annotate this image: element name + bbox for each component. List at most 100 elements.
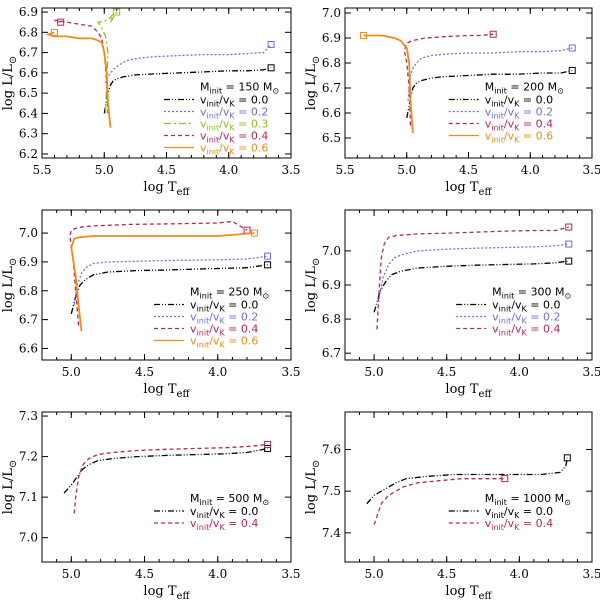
y-tick-label: 6.3 [19,127,38,141]
legend-entry-00: vinit/vK = 0.0 [200,94,268,109]
x-tick-label: 4.0 [208,365,227,379]
end-marker [57,18,65,26]
legend-entry-06: vinit/vK = 0.6 [190,335,258,350]
y-tick-label: 6.8 [322,312,341,326]
y-tick-label: 7.3 [19,409,38,423]
series-group [63,440,272,514]
legend-title: Minit = 150 M⊙ [200,81,279,96]
legend-entry-00: vinit/vK = 0.0 [492,299,560,314]
series-line-04 [376,226,569,330]
plot-frame [344,411,593,563]
legend-title: Minit = 200 M⊙ [485,81,564,96]
x-tick-label: 4.5 [157,163,176,177]
end-marker [565,223,573,231]
y-tick-label: 6.9 [322,31,341,45]
y-tick-label: 7.5 [322,484,341,498]
series-group [366,454,571,525]
x-tick-label: 5.0 [62,365,81,379]
panel-250: 5.0 4.5 4.0 3.5 6.6 6.7 6.8 6.9 7.0 log Teff log L… [1,209,301,400]
series-group [69,220,272,332]
x-tick-label: 5.5 [335,163,354,177]
x-axis-label: log Teff [143,382,190,400]
legend-entry-00: vinit/vK = 0.0 [485,505,553,520]
series-line-02 [73,255,268,306]
x-tick-label: 4.5 [135,365,154,379]
y-axis-label: log L/L⊙ [304,56,322,110]
x-tick-label: 3.5 [582,163,600,177]
end-marker [113,8,121,16]
series-line-02 [377,243,569,303]
plot-frame [41,209,292,361]
series-line-06 [45,31,112,128]
y-tick-label: 7.0 [322,244,341,258]
y-tick-label: 6.4 [19,106,38,120]
legend-entry-02: vinit/vK = 0.2 [200,106,268,121]
y-tick-label: 7.2 [19,450,38,464]
y-tick-label: 6.8 [322,56,341,70]
end-marker [264,440,272,448]
legend-entry-00: vinit/vK = 0.0 [485,94,553,109]
series-line-04 [403,33,494,126]
legend-entry-04: vinit/vK = 0.4 [485,118,553,133]
series-line-02 [407,47,573,101]
legend-entry-06: vinit/vK = 0.6 [485,130,553,145]
end-marker [250,229,258,237]
end-marker [568,44,576,52]
series-line-06 [70,232,255,332]
x-tick-label: 3.5 [281,163,300,177]
end-marker [563,454,571,462]
end-marker [568,67,576,74]
end-marker [267,40,275,48]
end-marker [264,444,272,452]
x-tick-label: 4.0 [208,567,227,581]
series-line-00 [366,457,568,505]
x-tick-label: 4.5 [135,567,154,581]
y-tick-label: 7.4 [322,526,341,540]
y-tick-label: 6.9 [322,278,341,292]
y-axis-label: log L/L⊙ [304,258,322,312]
panel-1000: 5.0 4.5 4.0 3.5 7.4 7.5 7.6 log Teff log L/L⊙ Min… [304,411,600,602]
x-tick-label: 4.5 [437,365,456,379]
legend-title: Minit = 250 M⊙ [190,286,269,301]
legend-entry-02: vinit/vK = 0.2 [190,311,258,326]
x-tick-label: 3.5 [582,365,600,379]
series-line-06 [363,34,414,134]
y-axis-label: log L/L⊙ [1,460,19,514]
end-marker [264,261,272,269]
y-tick-label: 6.6 [19,66,38,80]
legend-entry-04: vinit/vK = 0.4 [190,323,258,338]
series-line-00 [373,260,569,313]
end-marker [360,32,368,39]
y-tick-label: 6.6 [19,341,38,355]
x-tick-label: 5.0 [95,163,114,177]
y-tick-label: 7.0 [19,531,38,545]
series-group [373,223,573,330]
x-tick-label: 4.0 [510,567,529,581]
legend-title: Minit = 300 M⊙ [492,286,571,301]
x-tick-label: 5.0 [62,567,81,581]
end-marker [501,475,509,483]
legend-entry-02: vinit/vK = 0.2 [485,106,553,121]
y-tick-label: 7.6 [322,443,341,457]
plot-frame [41,411,292,563]
legend-entry-00: vinit/vK = 0.0 [190,505,258,520]
y-axis-label: log L/L⊙ [304,460,322,514]
x-tick-label: 4.5 [459,163,478,177]
x-axis-label: log Teff [445,584,492,602]
legend-title: Minit = 500 M⊙ [190,492,269,507]
x-tick-label: 3.5 [582,567,600,581]
end-marker [50,28,58,36]
x-tick-label: 5.0 [365,365,384,379]
x-tick-label: 4.0 [219,163,238,177]
end-marker [267,64,275,72]
y-axis-label: log L/L⊙ [1,56,19,110]
y-tick-label: 6.7 [322,81,341,95]
legend-entry-04: vinit/vK = 0.4 [485,517,553,532]
x-axis-label: log Teff [143,180,190,198]
x-tick-label: 5.0 [365,567,384,581]
series-line-00 [406,69,573,119]
x-tick-label: 4.5 [437,567,456,581]
end-marker [565,240,573,248]
legend-entry-00: vinit/vK = 0.0 [190,299,258,314]
